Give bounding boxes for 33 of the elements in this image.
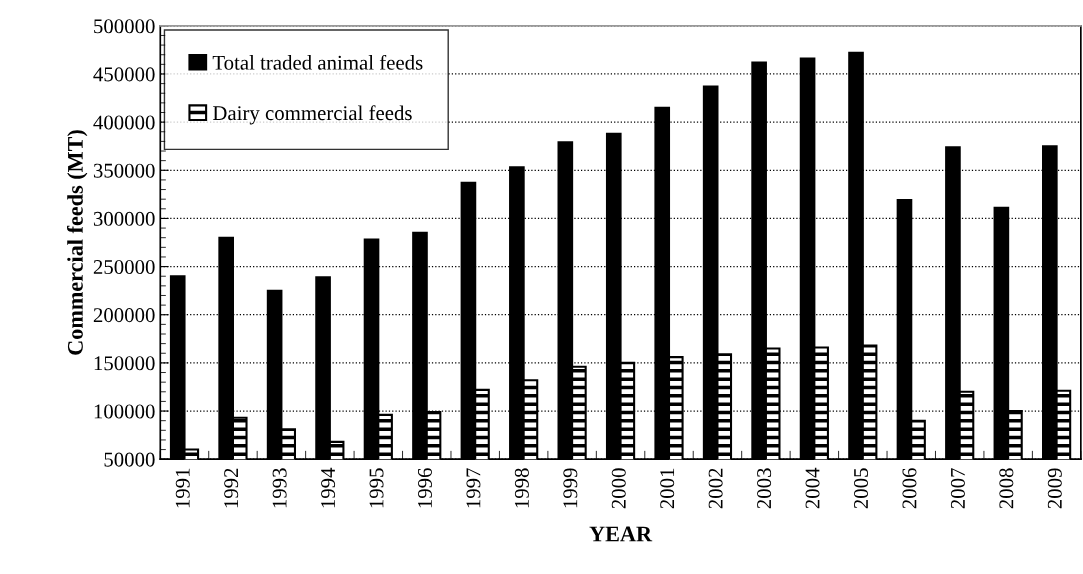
x-tick-label: 1997 [466,468,481,508]
x-tick-label: 2005 [853,468,869,509]
x-tick-label: 2009 [1047,468,1062,509]
y-tick-label: 500000 [94,19,155,34]
x-tick-label: 1998 [514,468,529,508]
y-tick-label: 350000 [93,163,155,178]
x-tick-label: 2004 [805,467,820,509]
x-tick-label: 1995 [369,468,384,508]
legend-label: Total traded animal feeds [212,54,423,70]
x-tick-label: 2000 [611,468,626,509]
y-tick-label: 100000 [94,404,155,419]
x-tick-label: 1996 [417,468,432,508]
x-tick-label: 2007 [950,468,965,509]
x-tick-label: 2003 [757,468,772,509]
y-axis-title: Commercial feeds (MT) [66,130,88,355]
y-tick-label: 450000 [93,67,155,82]
x-tick-label: 2006 [902,468,917,509]
legend-label: Dairy commercial feeds [212,105,412,125]
x-tick-label: 1992 [224,468,239,508]
x-axis-title: YEAR [589,526,653,542]
y-tick-label: 300000 [93,211,155,226]
x-tick-label: 2002 [708,468,723,509]
y-tick-label: 150000 [94,356,155,371]
x-tick-label: 2008 [999,468,1014,509]
x-tick-label: 2001 [660,468,675,509]
y-tick-label: 200000 [93,308,155,323]
y-tick-label: 50000 [104,452,155,467]
y-tick-label: 250000 [93,259,155,275]
x-tick-label: 1999 [563,468,578,508]
y-tick-label: 400000 [93,115,155,130]
x-tick-label: 1994 [321,467,336,508]
x-tick-label: 1991 [175,468,190,508]
x-tick-label: 1993 [272,468,287,508]
